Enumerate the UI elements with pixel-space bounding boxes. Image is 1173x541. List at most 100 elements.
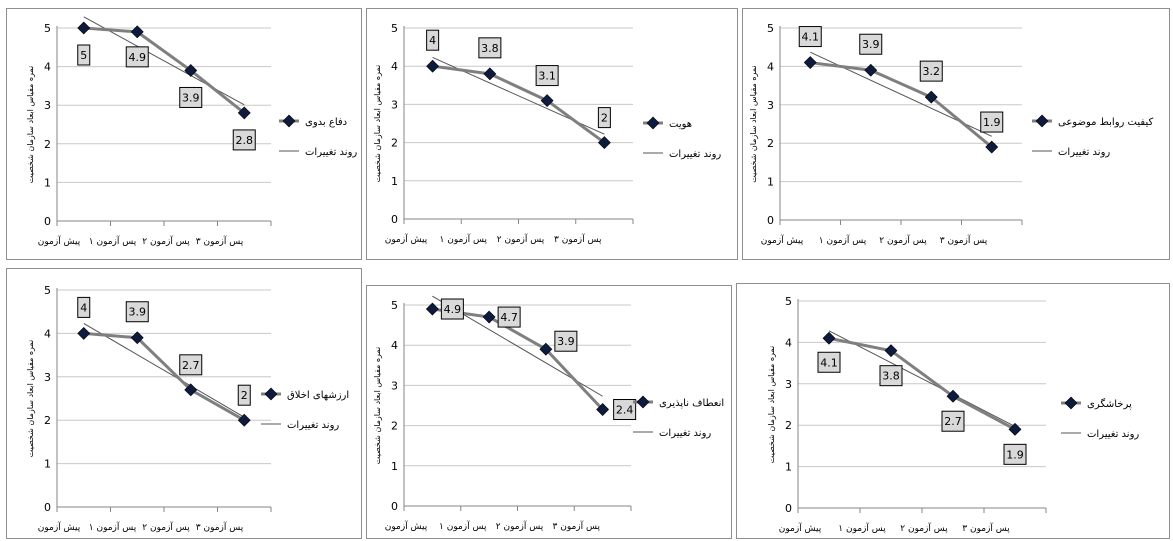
y-tick-label: 5 — [391, 299, 398, 312]
data-point — [482, 310, 496, 324]
data-point — [426, 59, 440, 73]
data-label-box — [859, 33, 883, 55]
y-axis-title: نمره مقیاس ابعاد سازمان شخصیت — [373, 347, 382, 465]
x-tick-label: پس آزمون ۳ — [553, 520, 601, 532]
data-label: 3.9 — [557, 335, 575, 348]
legend-series-name: انعطاف ناپذیری — [659, 398, 724, 409]
x-tick-label: پس آزمون ۳ — [962, 522, 1010, 534]
data-label-box — [597, 107, 611, 129]
data-label: 3.9 — [182, 91, 200, 104]
x-tick-label: پس آزمون ۲ — [496, 520, 544, 532]
chart-svg: 0 1 2 3 4 5 پیش آزمون پس آزمون ۱ پس آزمون ۲ پس آز… — [373, 295, 724, 532]
chart-svg: 0 1 2 3 4 5 پیش آزمون پس آزمون ۱ پس آزمون ۲ پس آز… — [26, 16, 357, 247]
y-tick-label: 1 — [44, 176, 51, 189]
data-label-box — [980, 111, 1004, 133]
data-point — [924, 90, 938, 104]
data-label-box — [125, 46, 149, 68]
y-tick-label: 2 — [44, 138, 51, 151]
x-tick-label: پیش آزمون — [761, 234, 804, 246]
y-tick-label: 0 — [391, 213, 398, 226]
y-tick-label: 5 — [44, 284, 51, 297]
x-tick-label: پیش آزمون — [779, 522, 822, 534]
legend-marker — [1035, 114, 1049, 128]
x-tick-label: پس آزمون ۳ — [554, 233, 602, 245]
data-label-box — [798, 26, 822, 48]
data-label: 4 — [429, 34, 436, 47]
series-line — [810, 61, 993, 149]
y-tick-label: 5 — [391, 22, 398, 35]
data-label: 3.8 — [882, 370, 900, 383]
data-point — [884, 344, 898, 358]
data-label-box — [77, 296, 91, 318]
data-point — [130, 25, 144, 39]
data-label: 2.4 — [616, 404, 634, 417]
x-tick-label: پیش آزمون — [385, 520, 428, 532]
x-tick-label: پس آزمون ۲ — [142, 521, 190, 533]
y-tick-label: 0 — [44, 501, 51, 514]
y-tick-label: 1 — [391, 460, 398, 473]
y-axis-title: نمره مقیاس ابعاد سازمان شخصیت — [26, 340, 35, 458]
y-tick-label: 3 — [785, 378, 792, 391]
data-label-box — [179, 86, 203, 108]
y-tick-label: 3 — [44, 371, 51, 384]
y-tick-label: 1 — [767, 176, 774, 189]
data-label-box — [941, 410, 965, 432]
data-label-box — [440, 298, 464, 320]
y-tick-label: 0 — [767, 214, 774, 227]
x-tick-label: پس آزمون ۲ — [900, 522, 948, 534]
y-tick-label: 4 — [785, 336, 792, 349]
data-point — [985, 140, 999, 154]
y-tick-label: 4 — [391, 60, 398, 73]
data-point — [596, 403, 610, 416]
data-label: 1.9 — [1006, 448, 1024, 461]
y-tick-label: 3 — [391, 379, 398, 392]
x-tick-label: پس آزمون ۱ — [89, 235, 137, 247]
x-tick-label: پس آزمون ۳ — [196, 521, 244, 533]
y-tick-label: 2 — [785, 419, 792, 432]
data-point — [540, 94, 554, 108]
data-point — [425, 302, 439, 316]
y-tick-label: 5 — [785, 295, 792, 308]
legend-marker — [1064, 396, 1078, 410]
legend-trend-name: روند تغییرات — [1087, 429, 1139, 440]
data-point — [130, 331, 144, 345]
chart-panel-identity: 0 1 2 3 4 5 پیش آزمون پس آزمون ۱ پس آزمون ۲ پس آز… — [366, 8, 738, 260]
data-point — [864, 63, 878, 77]
y-axis-title: نمره مقیاس ابعاد سازمان شخصیت — [373, 65, 382, 183]
data-point — [237, 413, 251, 427]
data-point — [483, 67, 497, 81]
y-tick-label: 1 — [44, 458, 51, 471]
data-label-box — [125, 301, 149, 323]
data-point — [803, 56, 817, 69]
legend-series-name: کیفیت روابط موضوعی — [1058, 117, 1153, 128]
data-label-box — [77, 44, 91, 66]
data-label: 2 — [241, 389, 248, 402]
data-label-box — [817, 351, 841, 373]
data-label-box — [179, 354, 203, 376]
data-label: 4.1 — [802, 31, 820, 44]
y-tick-label: 2 — [44, 414, 51, 427]
legend-marker — [636, 395, 650, 409]
data-label-box — [426, 29, 440, 51]
data-label-box — [879, 365, 903, 387]
data-point — [597, 136, 611, 150]
data-label: 4.9 — [129, 51, 147, 64]
y-axis-title: نمره مقیاس ابعاد سازمان شخصیت — [767, 346, 776, 464]
data-point — [184, 64, 198, 77]
y-axis-title: نمره مقیاس ابعاد سازمان شخصیت — [749, 65, 758, 183]
y-tick-label: 3 — [767, 99, 774, 112]
data-point — [1008, 422, 1022, 436]
chart-svg: 0 1 2 3 4 5 پیش آزمون پس آزمون ۱ پس آزمون ۲ پس آز… — [767, 295, 1139, 534]
data-label: 4.9 — [444, 303, 462, 316]
data-label-box — [478, 37, 502, 59]
y-tick-label: 4 — [767, 60, 774, 73]
y-tick-label: 5 — [767, 22, 774, 35]
legend-trend-name: روند تغییرات — [1058, 147, 1110, 158]
x-tick-label: پیش آزمون — [38, 235, 81, 247]
series-line — [83, 331, 245, 422]
data-label-box — [919, 60, 943, 82]
y-tick-label: 2 — [391, 137, 398, 150]
data-point — [822, 331, 836, 345]
y-tick-label: 3 — [44, 99, 51, 112]
chart-panel-rigidity: 0 1 2 3 4 5 پیش آزمون پس آزمون ۱ پس آزمون ۲ پس آز… — [366, 285, 732, 539]
